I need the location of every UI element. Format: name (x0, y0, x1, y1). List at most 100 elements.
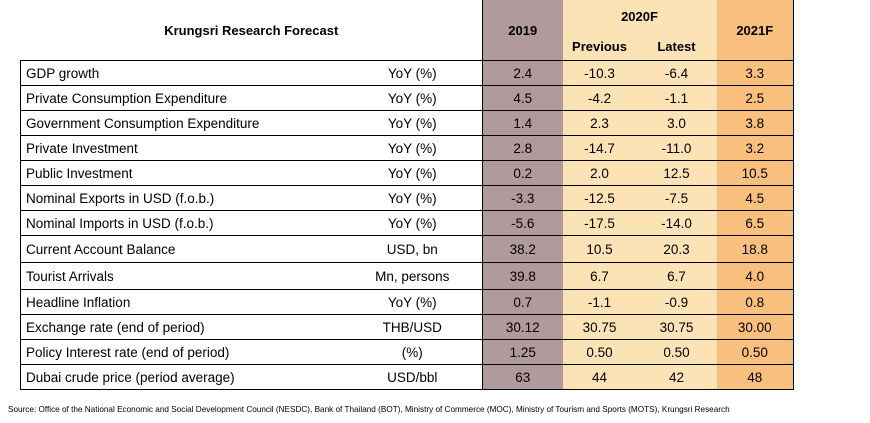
source-note: Source: Office of the National Economic … (8, 405, 730, 414)
table-row: Private Consumption Expenditure YoY (%) 4.… (20, 85, 794, 111)
row-unit: YoY (%) (280, 60, 483, 86)
value-2020-latest: -6.4 (636, 60, 717, 86)
table-row: GDP growth YoY (%) 2.4 -10.3 -6.4 3.3 (20, 60, 794, 86)
value-2019: 39.8 (482, 262, 563, 290)
row-unit: USD, bn (280, 235, 483, 263)
value-2020-previous: 10.5 (562, 235, 637, 263)
header-2021f: 2021F (716, 0, 794, 61)
row-unit: THB/USD (280, 314, 483, 340)
value-2019: 38.2 (482, 235, 563, 263)
value-2020-latest: -0.9 (636, 289, 717, 315)
row-label: Dubai crude price (period average) (20, 364, 281, 390)
row-unit: YoY (%) (280, 185, 483, 211)
table-row: Nominal Exports in USD (f.o.b.) YoY (%) -3… (20, 185, 794, 211)
value-2021: 4.5 (716, 185, 794, 211)
value-2020-latest: 0.50 (636, 339, 717, 365)
row-unit: YoY (%) (280, 289, 483, 315)
value-2020-latest: 30.75 (636, 314, 717, 340)
value-2020-previous: -4.2 (562, 85, 637, 111)
row-unit: YoY (%) (280, 110, 483, 136)
value-2020-previous: -12.5 (562, 185, 637, 211)
value-2020-latest: 3.0 (636, 110, 717, 136)
row-unit: (%) (280, 339, 483, 365)
row-label: Headline Inflation (20, 289, 281, 315)
row-unit: YoY (%) (280, 160, 483, 186)
value-2020-latest: -7.5 (636, 185, 717, 211)
row-unit: YoY (%) (280, 210, 483, 236)
table-row: Policy Interest rate (end of period) (%) 1… (20, 339, 794, 365)
row-label: Public Investment (20, 160, 281, 186)
row-label: Government Consumption Expenditure (20, 110, 281, 136)
value-2021: 30.00 (716, 314, 794, 340)
value-2021: 3.8 (716, 110, 794, 136)
value-2020-previous: -14.7 (562, 135, 637, 161)
header-previous: Previous (562, 32, 637, 61)
table-row: Government Consumption Expenditure YoY (%… (20, 110, 794, 136)
table-row: Exchange rate (end of period) THB/USD 30.1… (20, 314, 794, 340)
value-2020-latest: 20.3 (636, 235, 717, 263)
value-2019: 30.12 (482, 314, 563, 340)
row-label: Policy Interest rate (end of period) (20, 339, 281, 365)
value-2021: 2.5 (716, 85, 794, 111)
value-2020-previous: 44 (562, 364, 637, 390)
row-label: Current Account Balance (20, 235, 281, 263)
value-2020-previous: 30.75 (562, 314, 637, 340)
value-2020-latest: 12.5 (636, 160, 717, 186)
table-row: Tourist Arrivals Mn, persons 39.8 6.7 6.7 4.0 (20, 262, 794, 290)
value-2021: 10.5 (716, 160, 794, 186)
table-row: Headline Inflation YoY (%) 0.7 -1.1 -0.9 0.8 (20, 289, 794, 315)
value-2019: 63 (482, 364, 563, 390)
value-2021: 4.0 (716, 262, 794, 290)
forecast-table: Krungsri Research Forecast 2019 2020F 20… (20, 0, 794, 390)
row-label: Nominal Imports in USD (f.o.b.) (20, 210, 281, 236)
value-2019: -5.6 (482, 210, 563, 236)
header-latest: Latest (636, 32, 717, 61)
table-row: Public Investment YoY (%) 0.2 2.0 12.5 10.5 (20, 160, 794, 186)
row-label: GDP growth (20, 60, 281, 86)
table-row: Nominal Imports in USD (f.o.b.) YoY (%) -5… (20, 210, 794, 236)
value-2019: 4.5 (482, 85, 563, 111)
row-unit: Mn, persons (280, 262, 483, 290)
value-2020-latest: -14.0 (636, 210, 717, 236)
value-2021: 6.5 (716, 210, 794, 236)
value-2021: 0.8 (716, 289, 794, 315)
row-unit: YoY (%) (280, 135, 483, 161)
header-2019: 2019 (482, 0, 563, 61)
row-unit: USD/bbl (280, 364, 483, 390)
value-2021: 48 (716, 364, 794, 390)
table-row: Current Account Balance USD, bn 38.2 10.5 20… (20, 235, 794, 263)
value-2020-previous: 2.0 (562, 160, 637, 186)
header-2020f: 2020F (562, 0, 717, 32)
value-2020-previous: -1.1 (562, 289, 637, 315)
value-2021: 3.3 (716, 60, 794, 86)
value-2020-latest: 42 (636, 364, 717, 390)
value-2021: 0.50 (716, 339, 794, 365)
value-2020-previous: -10.3 (562, 60, 637, 86)
table-title: Krungsri Research Forecast (20, 0, 483, 61)
value-2020-previous: -17.5 (562, 210, 637, 236)
value-2020-previous: 2.3 (562, 110, 637, 136)
row-label: Exchange rate (end of period) (20, 314, 281, 340)
value-2021: 3.2 (716, 135, 794, 161)
value-2020-latest: 6.7 (636, 262, 717, 290)
row-label: Private Consumption Expenditure (20, 85, 281, 111)
row-label: Nominal Exports in USD (f.o.b.) (20, 185, 281, 211)
row-label: Private Investment (20, 135, 281, 161)
row-unit: YoY (%) (280, 85, 483, 111)
row-label: Tourist Arrivals (20, 262, 281, 290)
value-2020-latest: -11.0 (636, 135, 717, 161)
value-2020-previous: 0.50 (562, 339, 637, 365)
value-2019: 0.2 (482, 160, 563, 186)
table-row: Dubai crude price (period average) USD/bb… (20, 364, 794, 390)
value-2020-previous: 6.7 (562, 262, 637, 290)
table-body: GDP growth YoY (%) 2.4 -10.3 -6.4 3.3 Private … (20, 60, 794, 390)
value-2019: 2.8 (482, 135, 563, 161)
value-2019: 1.4 (482, 110, 563, 136)
value-2019: -3.3 (482, 185, 563, 211)
value-2019: 1.25 (482, 339, 563, 365)
value-2020-latest: -1.1 (636, 85, 717, 111)
table-row: Private Investment YoY (%) 2.8 -14.7 -11.0 3.… (20, 135, 794, 161)
value-2021: 18.8 (716, 235, 794, 263)
value-2019: 2.4 (482, 60, 563, 86)
value-2019: 0.7 (482, 289, 563, 315)
